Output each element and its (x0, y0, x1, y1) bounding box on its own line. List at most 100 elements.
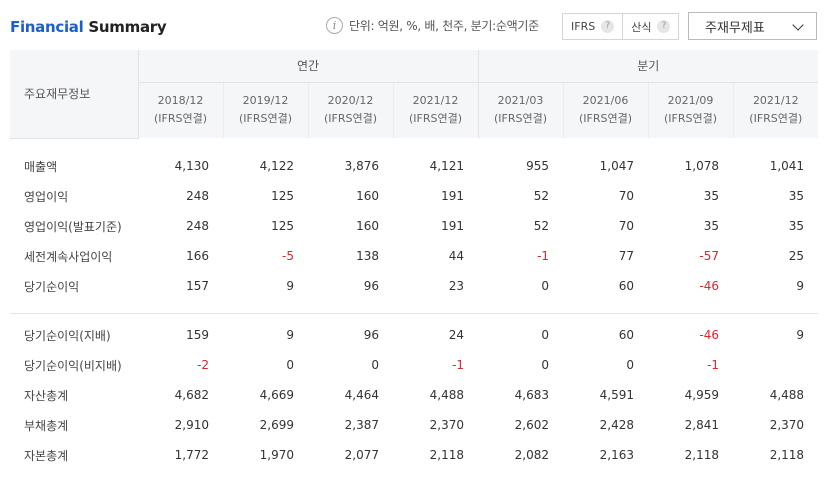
table-cell: 96 (363, 279, 379, 293)
table-cell: 248 (186, 219, 209, 233)
table-cell: 2,118 (769, 448, 805, 462)
table-cell: 2,370 (429, 418, 465, 432)
row-label[interactable]: 세전계속사업이익 (24, 249, 113, 264)
title-rest: Summary (88, 18, 167, 36)
row-label[interactable]: 부채총계 (24, 418, 69, 433)
table-cell: 70 (618, 189, 635, 203)
table-cell: 4,669 (259, 388, 294, 402)
table-cell: 9 (796, 328, 805, 342)
table-row: 부채총계 2,910 2,699 2,387 2,370 2,602 2,428 2,841 2… (10, 410, 818, 440)
formula-button[interactable]: 산식 ? (622, 14, 679, 39)
table-cell: 2,387 (344, 418, 379, 432)
chevron-down-icon (792, 19, 804, 31)
table-cell: -57 (699, 249, 720, 263)
unit-text: 단위: 억원, %, 배, 천주, 분기:순액기준 (349, 19, 539, 33)
table-cell: 44 (448, 249, 465, 263)
quarter-group-header: 분기 (478, 50, 819, 83)
annual-group-header: 연간 (138, 50, 479, 83)
table-cell: 96 (363, 328, 379, 342)
table-cell: 4,464 (344, 388, 379, 402)
table-cell: 25 (788, 249, 805, 263)
info-icon[interactable]: i (326, 17, 343, 34)
table-cell: 0 (541, 358, 550, 372)
period-header: 2019/12 (IFRS연결) (222, 82, 308, 138)
table-cell: 248 (186, 189, 209, 203)
row-label[interactable]: 당기순이익 (24, 279, 80, 294)
table-cell: -5 (282, 249, 294, 263)
table-cell: 2,699 (259, 418, 294, 432)
row-label[interactable]: 영업이익(발표기준) (24, 219, 122, 234)
question-icon[interactable]: ? (601, 20, 615, 33)
table-cell: 2,163 (599, 448, 635, 462)
row-label[interactable]: 매출액 (24, 159, 58, 174)
table-cell: 9 (286, 279, 294, 293)
table-row: 영업이익 248 125 160 191 52 70 35 35 (10, 181, 818, 211)
period-header: 2018/12 (IFRS연결) (153, 94, 208, 126)
table-cell: 70 (618, 219, 635, 233)
table-cell: 160 (356, 189, 379, 203)
label-column-header: 주요재무정보 (10, 50, 139, 139)
row-label[interactable]: 자산총계 (24, 388, 69, 403)
table-cell: 2,428 (599, 418, 635, 432)
table-cell: 52 (533, 219, 550, 233)
table-cell: 159 (186, 328, 209, 342)
table-cell: 1,078 (684, 159, 720, 173)
table-cell: 125 (271, 189, 294, 203)
table-cell: 60 (618, 328, 635, 342)
unit-info: i 단위: 억원, %, 배, 천주, 분기:순액기준 (326, 17, 539, 34)
table-cell: 1,970 (259, 448, 294, 462)
period-header: 2021/03 (IFRS연결) (477, 82, 564, 138)
table-cell: 0 (541, 328, 550, 342)
row-label[interactable]: 자본총계 (24, 448, 69, 463)
row-label[interactable]: 당기순이익(비지배) (24, 358, 122, 373)
table-cell: 2,602 (514, 418, 550, 432)
table-cell: 125 (271, 219, 294, 233)
table-cell: 157 (186, 279, 209, 293)
table-cell: -1 (707, 358, 720, 372)
table-row: 자산총계 4,682 4,669 4,464 4,488 4,683 4,591 4,959 4… (10, 380, 818, 410)
table-cell: 4,121 (429, 159, 465, 173)
table-cell: 160 (356, 219, 379, 233)
table-cell: 2,841 (684, 418, 720, 432)
period-header: 2021/09 (IFRS연결) (647, 82, 734, 138)
table-cell: 191 (441, 219, 465, 233)
table-cell: 0 (286, 358, 294, 372)
table-row: 당기순이익 157 9 96 23 0 60 -46 9 (10, 271, 818, 301)
table-row: 당기순이익(비지배) -2 0 0 -1 0 0 -1 (10, 350, 818, 380)
financial-summary-table: 주요재무정보 연간 분기 2018/12 (IFRS연결) 2019/12 (IFR… (10, 50, 819, 470)
table-cell: 52 (533, 189, 550, 203)
table-cell: 4,682 (174, 388, 209, 402)
table-cell: 9 (796, 279, 805, 293)
table-row: 매출액 4,130 4,122 3,876 4,121 955 1,047 1,078 1,04… (10, 151, 818, 181)
statement-select[interactable]: 주재무제표 (688, 12, 817, 40)
table-cell: 2,910 (174, 418, 209, 432)
table-cell: 0 (626, 358, 635, 372)
table-cell: 3,876 (344, 159, 379, 173)
ifrs-button[interactable]: IFRS ? (563, 14, 623, 39)
table-row: 영업이익(발표기준) 248 125 160 191 52 70 35 35 (10, 211, 818, 241)
question-icon[interactable]: ? (657, 20, 671, 33)
table-cell: -2 (197, 358, 209, 372)
option-button-group: IFRS ? 산식 ? (562, 13, 680, 40)
row-label[interactable]: 당기순이익(지배) (24, 328, 111, 343)
section-title: Financial Summary (10, 18, 167, 36)
table-cell: 24 (448, 328, 465, 342)
row-label[interactable]: 영업이익 (24, 189, 69, 204)
table-row: 자본총계 1,772 1,970 2,077 2,118 2,082 2,163 2,118 2… (10, 440, 818, 470)
period-header: 2021/12 (IFRS연결) (732, 82, 819, 138)
table-cell: -46 (699, 328, 720, 342)
table-cell: 1,047 (599, 159, 635, 173)
table-cell: 4,130 (174, 159, 209, 173)
table-cell: 0 (541, 279, 550, 293)
period-header: 2020/12 (IFRS연결) (307, 82, 393, 138)
table-cell: 4,488 (429, 388, 465, 402)
section-header: Financial Summary i 단위: 억원, %, 배, 천주, 분기… (0, 0, 824, 50)
table-cell: 77 (618, 249, 635, 263)
period-header: 2021/12 (IFRS연결) (392, 82, 479, 138)
table-row: 당기순이익(지배) 159 9 96 24 0 60 -46 9 (10, 320, 818, 350)
table-cell: 1,041 (769, 159, 805, 173)
table-cell: -1 (537, 249, 550, 263)
table-cell: 35 (703, 219, 720, 233)
formula-label: 산식 (631, 20, 652, 34)
table-cell: 60 (618, 279, 635, 293)
